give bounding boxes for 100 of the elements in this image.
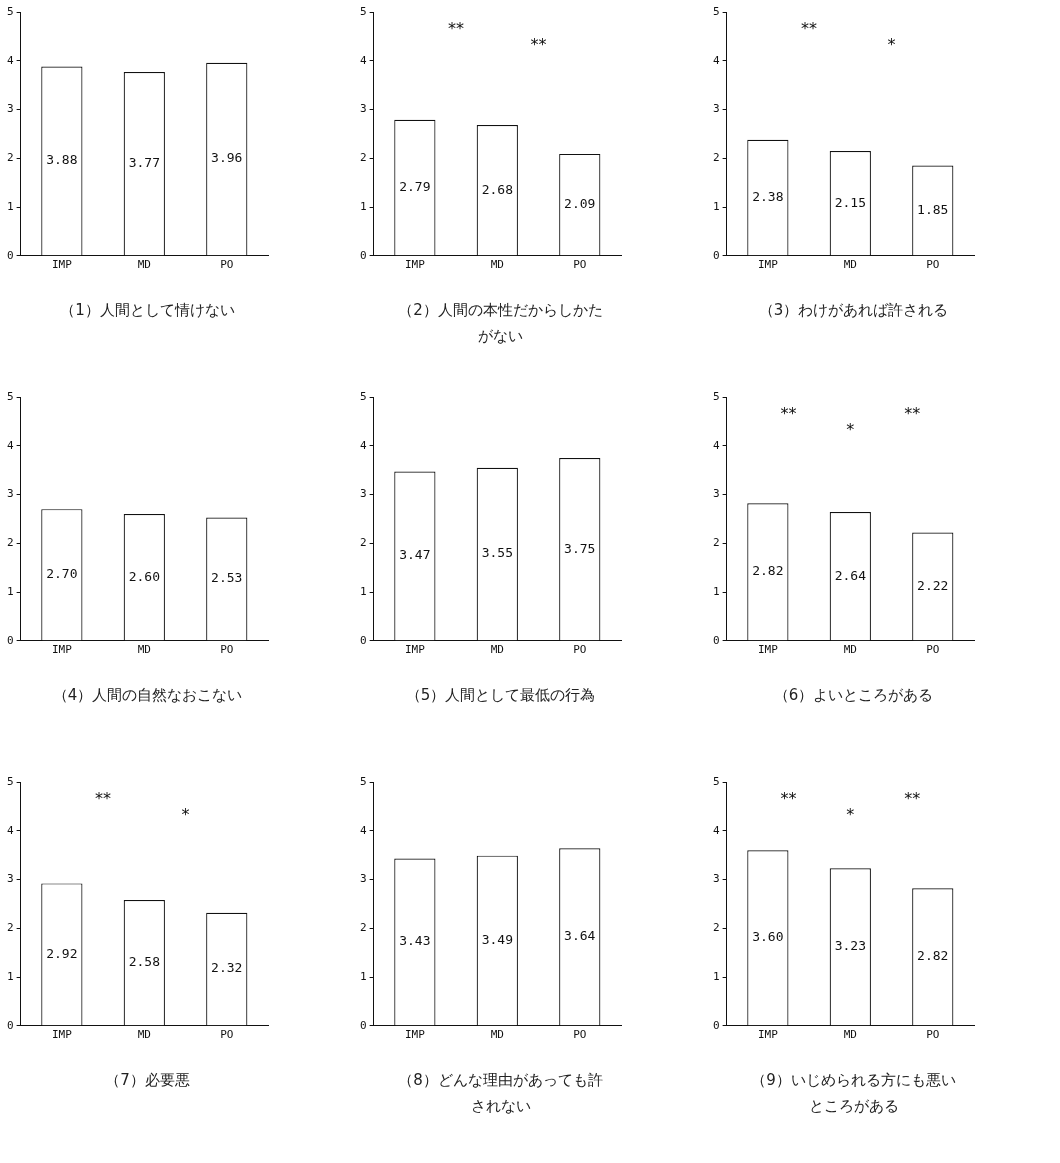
x-tick-label: PO xyxy=(220,258,234,272)
y-tick-label: 0 xyxy=(360,248,367,262)
y-tick-label: 2 xyxy=(7,536,14,550)
y-tick-label: 3 xyxy=(7,487,14,501)
y-tick-label: 0 xyxy=(7,248,14,262)
y-tick-label: 2 xyxy=(7,151,14,165)
annotation: ** xyxy=(448,19,465,39)
x-tick-label: MD xyxy=(490,643,504,657)
y-tick-label: 3 xyxy=(713,487,720,501)
x-tick-label: MD xyxy=(843,643,857,657)
data-label: 3.55 xyxy=(481,545,513,561)
y-tick-label: 0 xyxy=(7,1018,14,1032)
x-tick-label: IMP xyxy=(404,258,426,272)
y-tick-label: 5 xyxy=(7,4,14,18)
data-label: 3.96 xyxy=(211,150,243,166)
y-tick-label: 5 xyxy=(360,389,367,403)
x-tick-label: PO xyxy=(573,643,587,657)
y-tick-label: 2 xyxy=(360,536,367,550)
y-tick-label: 4 xyxy=(360,823,367,837)
y-tick-label: 5 xyxy=(713,774,720,788)
data-label: 2.32 xyxy=(211,960,243,976)
text: （6）よいところがある xyxy=(772,685,935,706)
y-tick-label: 2 xyxy=(360,921,367,935)
y-tick-label: 1 xyxy=(7,969,14,983)
annotation: * xyxy=(181,805,190,825)
y-tick-label: 2 xyxy=(713,151,720,165)
data-label: 3.88 xyxy=(46,152,78,168)
y-tick-label: 1 xyxy=(713,969,720,983)
annotation: ** xyxy=(904,789,921,809)
text: （5）人間として最低の行為 xyxy=(404,685,597,706)
data-label: 2.79 xyxy=(399,178,431,194)
annotation: ** xyxy=(530,35,547,55)
data-label: 2.64 xyxy=(834,567,867,583)
y-tick-label: 1 xyxy=(713,199,720,213)
y-tick-label: 0 xyxy=(713,1018,720,1032)
x-tick-label: IMP xyxy=(757,258,779,272)
x-tick-label: IMP xyxy=(51,643,73,657)
y-tick-label: 3 xyxy=(360,102,367,116)
x-tick-label: IMP xyxy=(404,643,426,657)
text: （3）わけがあれば許される xyxy=(757,300,950,321)
data-label: 3.77 xyxy=(128,155,160,171)
text: （1）人間として情けない xyxy=(59,300,236,321)
x-tick-label: MD xyxy=(490,1028,504,1042)
y-tick-label: 5 xyxy=(7,389,14,403)
x-tick-label: PO xyxy=(573,1028,587,1042)
data-label: 2.82 xyxy=(752,563,784,579)
x-tick-label: IMP xyxy=(757,1028,779,1042)
x-tick-label: IMP xyxy=(757,643,779,657)
data-label: 2.38 xyxy=(752,188,784,204)
text: （4）人間の自然なおこない xyxy=(51,685,244,706)
text: （8）どんな理由があっても許されない xyxy=(397,1070,603,1117)
y-tick-label: 5 xyxy=(7,774,14,788)
x-tick-label: MD xyxy=(843,258,857,272)
x-tick-label: PO xyxy=(573,258,587,272)
y-tick-label: 1 xyxy=(360,199,367,213)
y-tick-label: 4 xyxy=(360,438,367,452)
data-label: 3.47 xyxy=(399,547,431,563)
data-label: 2.22 xyxy=(917,577,949,593)
data-label: 2.53 xyxy=(211,570,243,586)
y-tick-label: 1 xyxy=(7,199,14,213)
data-label: 2.68 xyxy=(481,181,513,197)
y-tick-label: 0 xyxy=(360,633,367,647)
y-tick-label: 5 xyxy=(713,389,720,403)
data-label: 2.70 xyxy=(46,566,78,582)
y-tick-label: 2 xyxy=(713,921,720,935)
data-label: 2.15 xyxy=(834,194,866,210)
y-tick-label: 4 xyxy=(713,438,720,452)
y-tick-label: 1 xyxy=(360,969,367,983)
data-label: 3.64 xyxy=(564,928,596,944)
annotation: * xyxy=(846,420,855,440)
y-tick-label: 2 xyxy=(360,151,367,165)
y-tick-label: 5 xyxy=(360,774,367,788)
y-tick-label: 0 xyxy=(360,1018,367,1032)
y-tick-label: 4 xyxy=(7,438,14,452)
y-tick-label: 4 xyxy=(713,823,720,837)
annotation: ** xyxy=(780,404,797,424)
x-tick-label: IMP xyxy=(51,258,73,272)
y-tick-label: 4 xyxy=(7,823,14,837)
y-tick-label: 1 xyxy=(360,584,367,598)
annotation: ** xyxy=(904,404,921,424)
annotation: ** xyxy=(780,789,797,809)
annotation: ** xyxy=(95,789,112,809)
text: （2）人間の本性だからしかたがない xyxy=(397,300,603,347)
y-tick-label: 3 xyxy=(7,102,14,116)
data-label: 2.09 xyxy=(564,195,596,211)
x-tick-label: MD xyxy=(137,1028,151,1042)
text: （9）いじめられる方にも悪いところがある xyxy=(750,1070,956,1117)
data-label: 2.92 xyxy=(46,945,78,961)
x-tick-label: MD xyxy=(490,258,504,272)
x-tick-label: PO xyxy=(926,258,940,272)
y-tick-label: 3 xyxy=(7,872,14,886)
y-tick-label: 3 xyxy=(360,872,367,886)
data-label: 3.23 xyxy=(834,938,866,954)
x-tick-label: MD xyxy=(843,1028,857,1042)
data-label: 2.82 xyxy=(917,948,949,964)
y-tick-label: 0 xyxy=(7,633,14,647)
data-label: 3.49 xyxy=(481,931,513,947)
y-tick-label: 0 xyxy=(713,633,720,647)
x-tick-label: PO xyxy=(926,643,940,657)
data-label: 1.85 xyxy=(917,201,949,217)
